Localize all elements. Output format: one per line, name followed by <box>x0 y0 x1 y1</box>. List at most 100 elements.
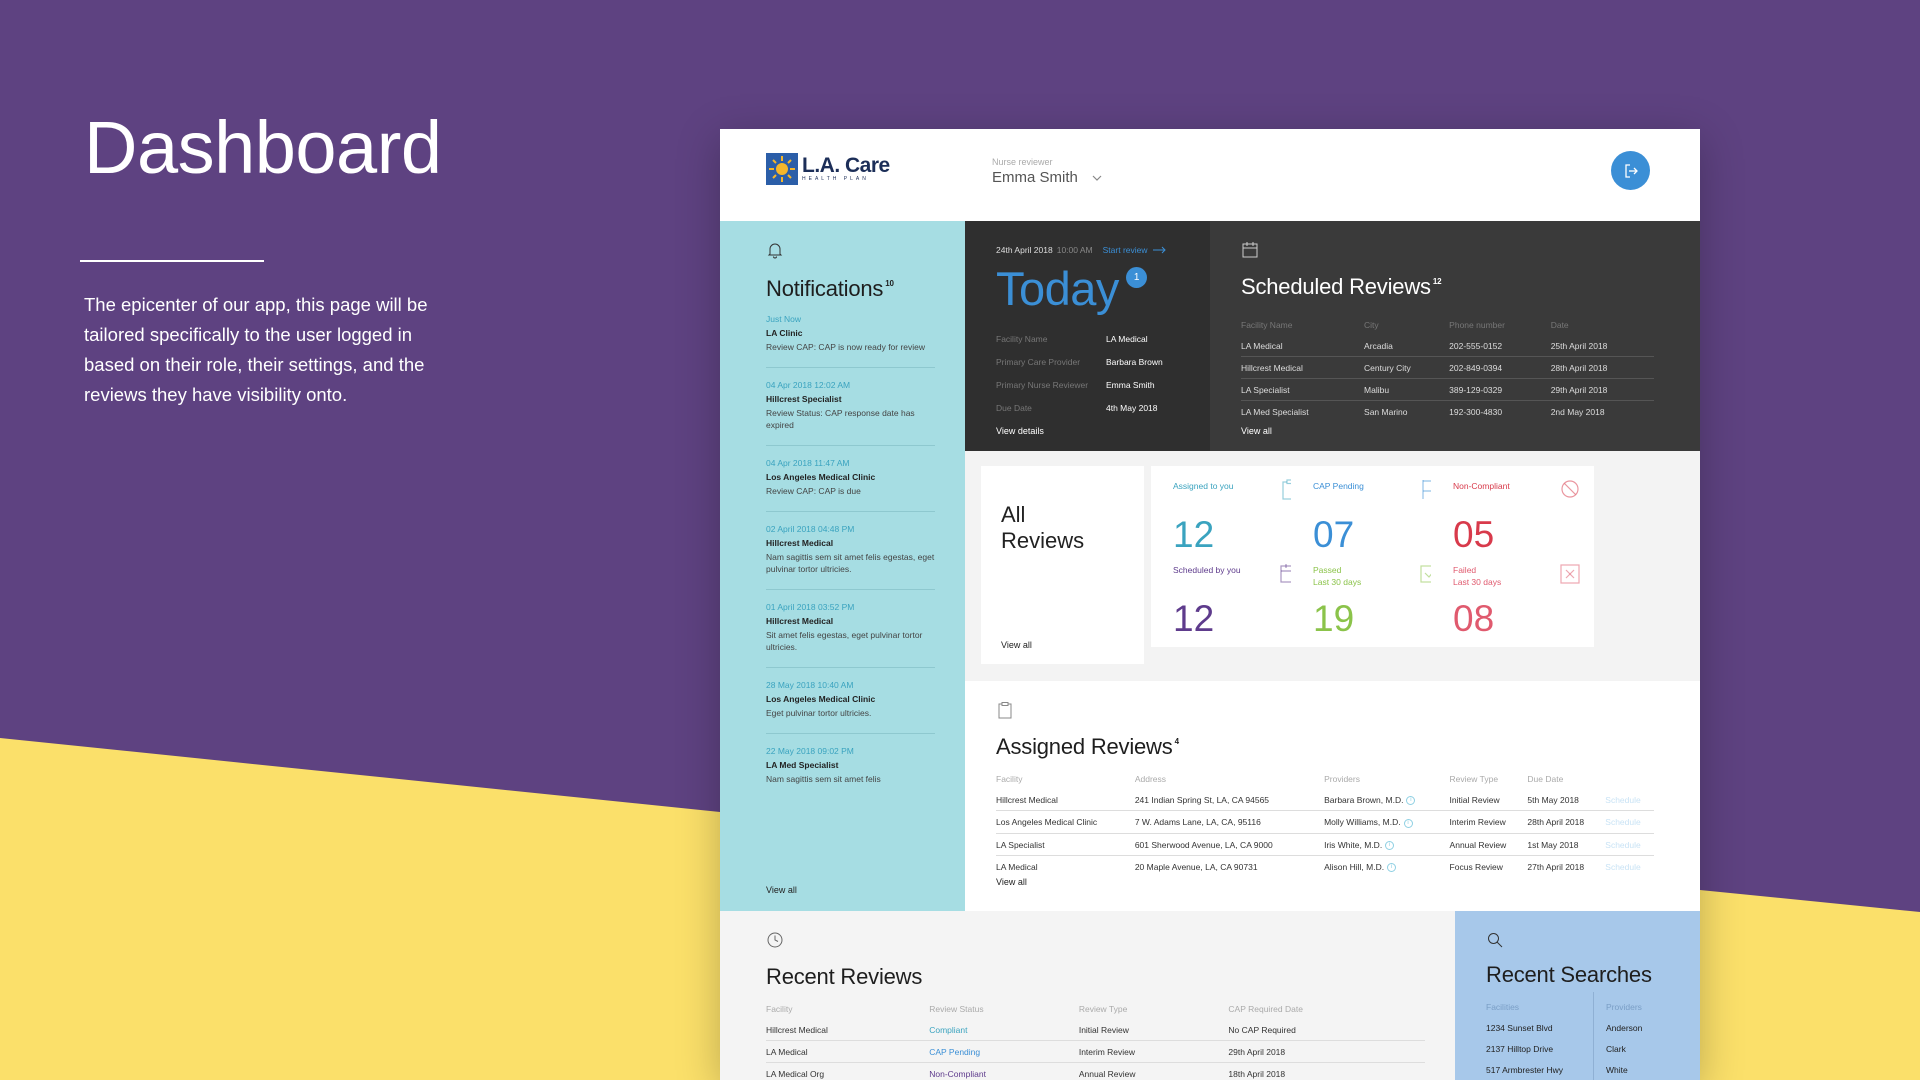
view-details-link[interactable]: View details <box>996 426 1044 436</box>
today-field-label: Primary Nurse Reviewer <box>996 380 1089 390</box>
stat-label-text: Scheduled by you <box>1173 565 1241 575</box>
stat-card[interactable]: CAP Pending 07 <box>1291 466 1454 563</box>
today-field-row: Facility Name LA Medical <box>996 334 1180 344</box>
stat-card[interactable]: Assigned to you 12 <box>1151 466 1314 563</box>
notification-item[interactable]: 04 Apr 2018 11:47 AM Los Angeles Medical … <box>766 446 935 512</box>
logo-name: L.A. Care <box>802 154 890 177</box>
scheduled-view-all[interactable]: View all <box>1241 426 1272 436</box>
notification-time: 02 April 2018 04:48 PM <box>766 524 855 534</box>
stat-card[interactable]: Scheduled by you 12 <box>1151 550 1314 647</box>
notification-facility: Los Angeles Medical Clinic <box>766 694 876 704</box>
recent-search-facility[interactable]: 2137 Hilltop Drive <box>1486 1044 1554 1054</box>
schedule-link[interactable]: Schedule <box>1605 789 1654 812</box>
stat-label-text: Assigned to you <box>1173 481 1234 491</box>
notification-item[interactable]: 04 Apr 2018 12:02 AM Hillcrest Specialist… <box>766 368 935 446</box>
table-row[interactable]: Los Angeles Medical Clinic 7 W. Adams Lan… <box>996 810 1654 834</box>
info-icon[interactable]: i <box>1387 863 1397 872</box>
table-header-row: Facility Name City Phone number Date <box>1241 310 1654 335</box>
review-status: Non-Compliant <box>929 1062 1079 1080</box>
table-row[interactable]: Hillcrest Medical Century City 202-849-039… <box>1241 356 1654 379</box>
table-cell: 241 Indian Spring St, LA, CA 94565 <box>1134 789 1325 812</box>
recent-search-facility[interactable]: 1234 Sunset Blvd <box>1486 1023 1553 1033</box>
info-icon[interactable]: i <box>1385 840 1395 850</box>
recent-search-facility[interactable]: 517 Armbrester Hwy <box>1486 1065 1563 1075</box>
table-cell: 28th April 2018 <box>1550 356 1654 379</box>
column-header: Providers <box>1324 774 1360 784</box>
stat-sublabel: Last 30 days <box>1453 577 1502 587</box>
logo[interactable]: L.A. Care HEALTH PLAN <box>766 153 890 185</box>
column-header: CAP Required Date <box>1228 1004 1303 1014</box>
stat-label-text: CAP Pending <box>1313 481 1364 491</box>
notifications-panel: Notifications 10 Just Now LA Clinic Review … <box>720 221 965 911</box>
scheduled-reviews-panel: Scheduled Reviews 12 Facility Name City Pho… <box>1210 221 1700 451</box>
table-cell: LA Medical <box>766 1040 930 1063</box>
table-row[interactable]: LA Medical Org Non-Compliant Annual Review… <box>766 1062 1425 1080</box>
notification-text: Review Status: CAP response date has exp… <box>766 408 915 430</box>
today-field-value: 4th May 2018 <box>1106 403 1158 413</box>
logout-icon <box>1624 163 1638 178</box>
today-field-row: Primary Care Provider Barbara Brown <box>996 357 1180 367</box>
info-icon[interactable]: i <box>1406 796 1416 806</box>
all-reviews-view-all[interactable]: View all <box>1001 640 1032 650</box>
notification-item[interactable]: 28 May 2018 10:40 AM Los Angeles Medical … <box>766 668 935 734</box>
providers-header: Providers <box>1606 1002 1642 1012</box>
recent-search-provider[interactable]: Clark <box>1606 1044 1626 1054</box>
table-row[interactable]: LA Medical 20 Maple Avenue, LA, CA 90731 A… <box>996 855 1654 877</box>
table-row[interactable]: LA Specialist Malibu 389-129-0329 29th Apri… <box>1241 378 1654 401</box>
table-row[interactable]: Hillcrest Medical 241 Indian Spring St, L… <box>996 789 1654 812</box>
notifications-view-all[interactable]: View all <box>766 885 797 895</box>
today-date: 24th April 2018 <box>996 245 1053 255</box>
review-status: Compliant <box>929 1019 1079 1041</box>
x-box-icon <box>1560 564 1580 584</box>
clock-icon <box>767 932 783 948</box>
notification-item[interactable]: 01 April 2018 03:52 PM Hillcrest Medical S… <box>766 590 935 668</box>
reviewer-selector[interactable]: Nurse reviewer Emma Smith <box>992 157 1102 186</box>
table-cell: 28th April 2018 <box>1527 810 1606 834</box>
today-field-value: Emma Smith <box>1106 380 1155 390</box>
table-cell: Initial Review <box>1449 789 1528 812</box>
table-cell: LA Specialist <box>996 833 1135 856</box>
stat-label: Assigned to you <box>1173 480 1314 492</box>
table-cell: 1st May 2018 <box>1527 833 1606 856</box>
notification-item[interactable]: 22 May 2018 09:02 PM LA Med Specialist Nam… <box>766 734 935 799</box>
table-cell: 192-300-4830 <box>1449 407 1503 417</box>
table-row[interactable]: LA Medical Arcadia 202-555-0152 25th April … <box>1241 335 1654 357</box>
calendar-icon <box>1242 242 1258 258</box>
assigned-reviews-panel: Assigned Reviews 4 Facility Address Provide… <box>965 681 1700 911</box>
info-icon[interactable]: i <box>1403 818 1413 828</box>
column-header: Review Type <box>1449 774 1499 784</box>
today-fields: Facility Name LA Medical Primary Care Prov… <box>996 334 1180 413</box>
stat-card[interactable]: Failed Last 30 days 08 <box>1431 550 1594 647</box>
column-header: Facility <box>766 1004 793 1014</box>
notification-text: Eget pulvinar tortor ultricies. <box>766 708 872 718</box>
table-row[interactable]: Hillcrest Medical Compliant Initial Review… <box>766 1019 1425 1041</box>
assigned-view-all[interactable]: View all <box>996 877 1027 887</box>
stat-card[interactable]: Non-Compliant 05 <box>1431 466 1594 563</box>
notification-time: 04 Apr 2018 12:02 AM <box>766 380 851 390</box>
table-cell: Malibu <box>1364 378 1450 401</box>
facilities-header: Facilities <box>1486 1002 1520 1012</box>
table-row[interactable]: LA Specialist 601 Sherwood Avenue, LA, CA… <box>996 833 1654 856</box>
logo-subtitle: HEALTH PLAN <box>802 176 869 182</box>
logout-button[interactable] <box>1611 151 1650 190</box>
recent-search-provider[interactable]: White <box>1606 1065 1628 1075</box>
stat-card[interactable]: Passed Last 30 days 19 <box>1291 550 1454 647</box>
table-row[interactable]: LA Med Specialist San Marino 192-300-4830 2… <box>1241 401 1654 423</box>
notification-item[interactable]: Just Now LA Clinic Review CAP: CAP is now … <box>766 302 935 368</box>
recent-search-provider[interactable]: Anderson <box>1606 1023 1643 1033</box>
schedule-link[interactable]: Schedule <box>1605 810 1654 834</box>
notification-item[interactable]: 02 April 2018 04:48 PM Hillcrest Medical N… <box>766 512 935 590</box>
notification-text: Nam sagittis sem sit amet felis <box>766 774 881 784</box>
table-row[interactable]: LA Medical CAP Pending Interim Review 29th … <box>766 1040 1425 1063</box>
table-cell: Annual Review <box>1078 1062 1229 1080</box>
schedule-link[interactable]: Schedule <box>1605 833 1654 856</box>
notification-text: Nam sagittis sem sit amet felis egestas,… <box>766 552 935 574</box>
stat-value: 12 <box>1173 514 1215 555</box>
stat-value: 19 <box>1313 598 1355 639</box>
all-reviews-card[interactable]: All Reviews View all <box>981 466 1144 664</box>
schedule-link[interactable]: Schedule <box>1605 861 1641 872</box>
start-review-link[interactable]: Start review <box>1103 245 1167 255</box>
notification-facility: LA Clinic <box>766 328 803 338</box>
hero-panel: Dashboard The epicenter of our app, this… <box>80 104 464 410</box>
